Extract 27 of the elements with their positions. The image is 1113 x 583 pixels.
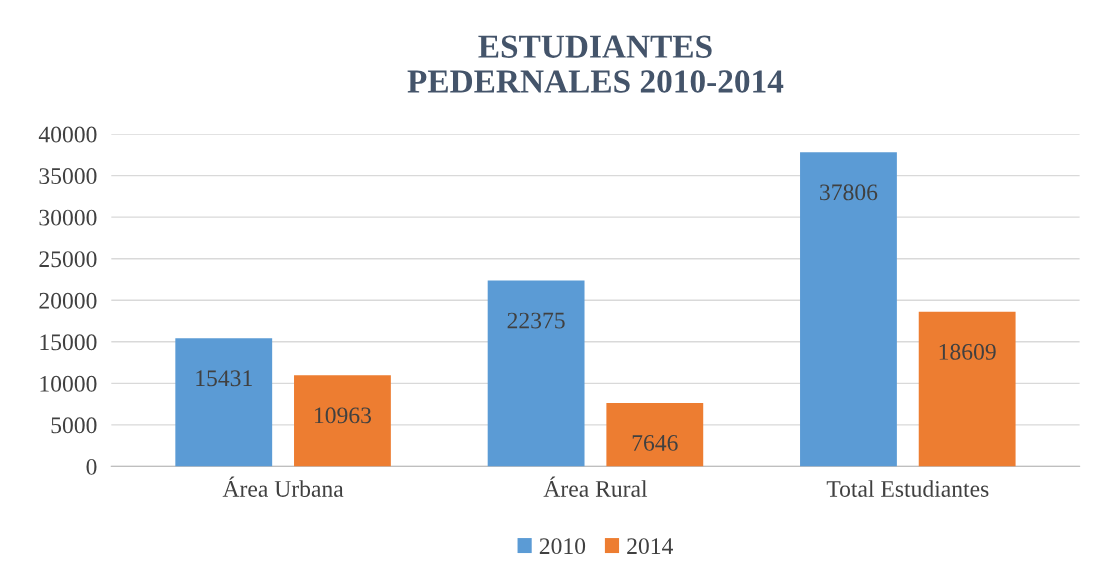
bar [800, 152, 897, 467]
y-tick-label: 10000 [40, 375, 97, 392]
data-label: 10963 [315, 407, 372, 424]
data-label: 7646 [632, 434, 678, 451]
y-tick-label: 20000 [39, 292, 97, 309]
data-label: 22375 [507, 312, 565, 329]
data-label: 15431 [196, 370, 252, 387]
y-tick-label: 5000 [51, 417, 97, 434]
y-tick-label: 15000 [40, 334, 97, 351]
y-tick-label: 40000 [38, 126, 97, 143]
data-label: 37806 [820, 184, 878, 201]
y-tick-label: 0 [86, 458, 97, 475]
bar [294, 375, 391, 467]
data-label: 18609 [939, 343, 996, 360]
legend-label: 2010 [539, 538, 586, 555]
x-tick-label: Área Urbana [222, 476, 344, 497]
bar [487, 280, 585, 467]
x-tick-label: Total Estudiantes [826, 480, 989, 497]
x-tick-label: Área Rural [543, 476, 648, 497]
y-tick-label: 30000 [39, 209, 97, 226]
chart-title: ESTUDIANTES PEDERNALES 2010-2014 [407, 35, 784, 93]
bar [606, 402, 704, 467]
legend-label: 2014 [627, 538, 673, 555]
y-tick-label: 35000 [39, 168, 97, 185]
bar [918, 311, 1016, 467]
bar [175, 338, 273, 467]
y-tick-label: 25000 [39, 251, 97, 268]
